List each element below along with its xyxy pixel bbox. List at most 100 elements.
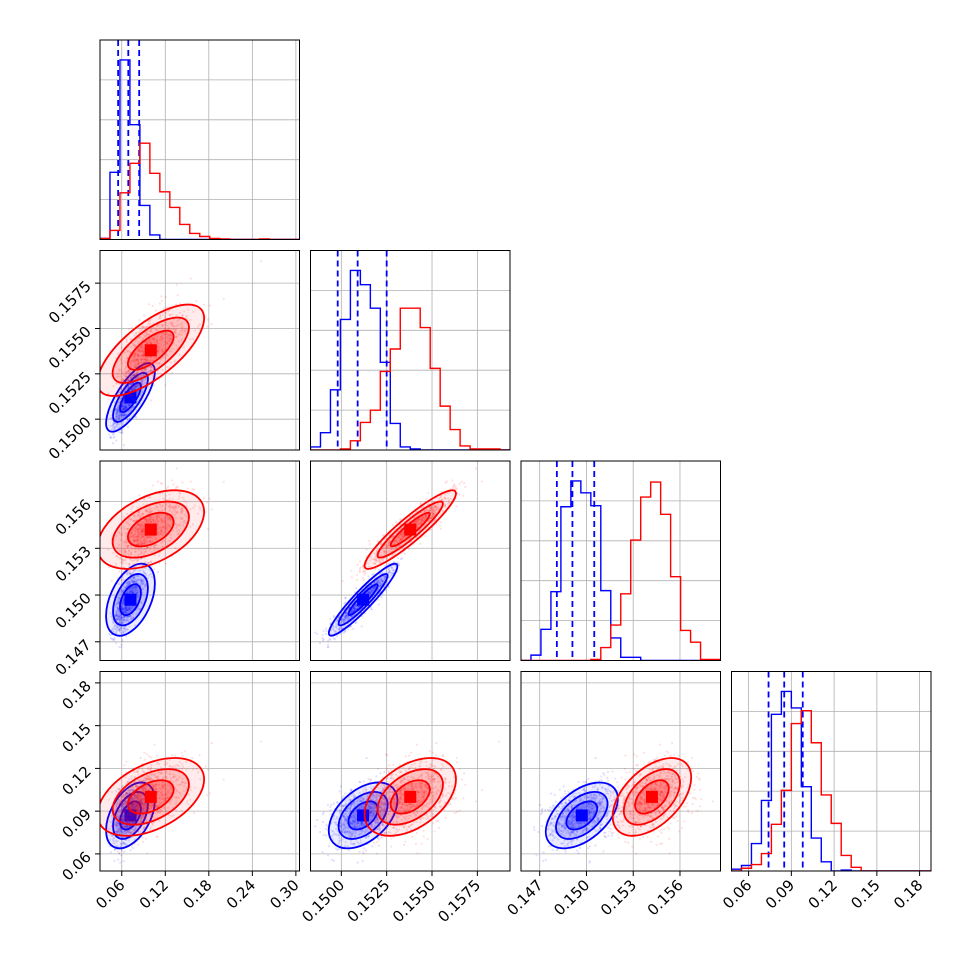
scatter-point [142,350,145,353]
scatter-point [124,405,128,408]
scatter-point [131,388,134,392]
scatter-point [122,413,125,417]
scatter-point [136,362,140,365]
scatter-point [128,608,132,611]
scatter-point [135,372,138,375]
scatter-point [115,424,118,428]
scatter-point [123,610,126,613]
scatter-point [164,356,167,359]
scatter-point [137,384,140,387]
scatter-point [128,581,131,584]
scatter-point [134,358,137,361]
scatter-point [180,323,183,326]
scatter-point [133,352,136,355]
scatter-point [155,340,159,344]
scatter-point [123,368,126,371]
scatter-point [144,368,147,371]
scatter-point [130,337,133,340]
scatter-point [134,586,137,589]
scatter-point [121,422,124,425]
scatter-point [141,582,144,585]
scatter-point [145,325,148,328]
scatter-point [126,610,129,613]
scatter-point [123,413,126,417]
scatter-point [148,361,151,364]
scatter-point [129,408,132,411]
scatter-point [122,405,125,408]
scatter-point [144,334,148,337]
scatter-point [181,313,184,317]
scatter-point [498,454,500,456]
scatter-point [107,398,111,401]
scatter-point [132,357,135,360]
scatter-point [143,358,146,361]
scatter-point [125,370,128,373]
scatter-point [135,363,138,366]
scatter-point [183,329,187,332]
scatter-point [117,609,120,612]
scatter-point [122,396,125,399]
scatter-point [163,327,167,331]
scatter-point [163,332,167,336]
scatter-point [156,571,160,574]
scatter-point [142,351,145,354]
scatter-point [138,330,142,333]
scatter-point [143,325,146,329]
scatter-point [132,616,135,619]
scatter-point [122,602,125,605]
scatter-point [133,343,136,346]
scatter-point [136,383,139,386]
scatter-point [141,337,144,340]
scatter-point [177,332,180,336]
scatter-point [115,409,118,413]
scatter-point [161,325,164,328]
scatter-point [136,358,139,362]
scatter-point [130,589,134,592]
scatter-point [122,407,125,411]
scatter-point [341,580,344,583]
scatter-point [134,588,137,592]
scatter-point [119,383,123,387]
scatter-point [127,370,131,373]
scatter-point [141,381,144,384]
scatter-point [175,485,178,489]
scatter-point [142,337,145,340]
scatter-point [129,588,132,591]
scatter-point [122,598,125,602]
scatter-point [117,614,120,617]
scatter-point [134,373,137,376]
scatter-point [131,387,135,390]
scatter-point [109,436,112,439]
scatter-point [122,570,125,573]
scatter-point [121,408,125,411]
scatter-point [322,629,325,632]
scatter-point [153,374,156,378]
scatter-point [138,608,142,611]
scatter-point [166,324,169,327]
scatter-point [119,422,122,425]
scatter-point [118,417,121,420]
scatter-point [155,376,158,379]
scatter-point [149,342,152,345]
scatter-point [115,418,118,422]
scatter-point [177,323,181,326]
scatter-point [206,501,209,504]
scatter-point [177,340,180,343]
scatter-point [170,372,174,375]
scatter-point [133,586,136,589]
scatter-point [132,589,136,592]
scatter-point [120,379,123,382]
scatter-point [133,576,136,579]
scatter-point [121,371,124,374]
scatter-point [116,626,119,629]
scatter-point [119,617,123,620]
scatter-point [165,331,168,334]
scatter-point [112,426,115,429]
scatter-point [125,610,128,613]
scatter-point [143,336,147,339]
scatter-point [146,577,149,580]
scatter-point [108,632,111,636]
scatter-point [128,625,131,628]
scatter-point [140,383,143,386]
scatter-point [325,630,328,633]
